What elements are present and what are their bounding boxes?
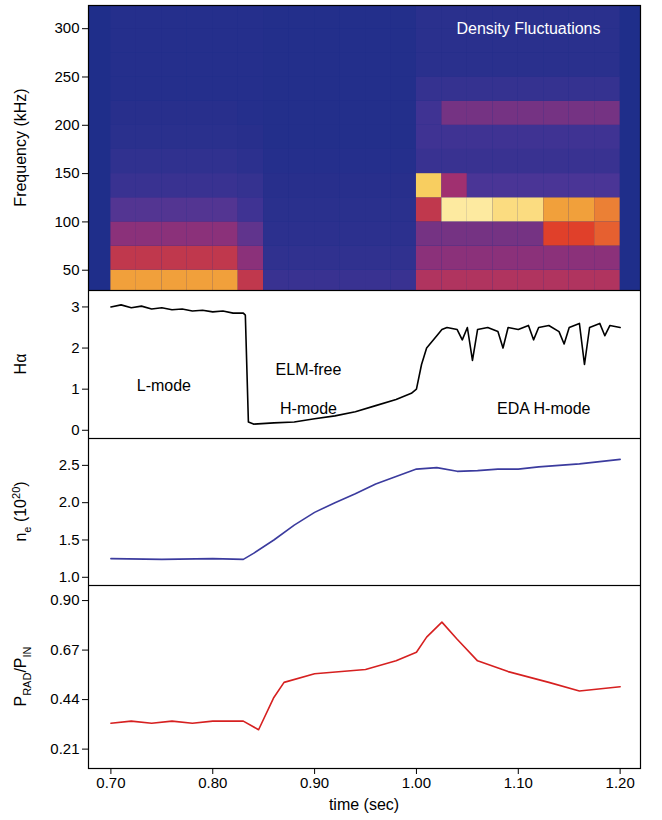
svg-text:2: 2 bbox=[71, 339, 79, 356]
svg-text:ELM-free: ELM-free bbox=[276, 361, 342, 378]
svg-text:0.80: 0.80 bbox=[198, 774, 227, 791]
svg-text:3: 3 bbox=[71, 298, 79, 315]
svg-text:EDA H-mode: EDA H-mode bbox=[497, 400, 590, 417]
svg-text:250: 250 bbox=[54, 68, 79, 85]
svg-text:0.21: 0.21 bbox=[50, 740, 79, 757]
svg-text:H-mode: H-mode bbox=[280, 400, 337, 417]
svg-text:2.5: 2.5 bbox=[59, 456, 80, 473]
svg-text:0.67: 0.67 bbox=[50, 641, 79, 658]
svg-text:200: 200 bbox=[54, 116, 79, 133]
svg-text:1.10: 1.10 bbox=[504, 774, 533, 791]
svg-text:time (sec): time (sec) bbox=[329, 796, 399, 813]
svg-text:50: 50 bbox=[63, 261, 80, 278]
svg-text:1.5: 1.5 bbox=[59, 531, 80, 548]
svg-text:150: 150 bbox=[54, 164, 79, 181]
svg-text:Density Fluctuations: Density Fluctuations bbox=[456, 20, 600, 37]
svg-text:0.44: 0.44 bbox=[50, 690, 79, 707]
svg-text:Frequency (kHz): Frequency (kHz) bbox=[12, 88, 29, 206]
svg-text:0.70: 0.70 bbox=[96, 774, 125, 791]
svg-text:2.0: 2.0 bbox=[59, 493, 80, 510]
svg-text:300: 300 bbox=[54, 19, 79, 36]
svg-text:L-mode: L-mode bbox=[137, 377, 191, 394]
svg-text:Hα: Hα bbox=[12, 354, 29, 375]
svg-text:PRAD/PIN: PRAD/PIN bbox=[12, 646, 33, 706]
svg-text:0.90: 0.90 bbox=[50, 591, 79, 608]
svg-text:ne (1020): ne (1020) bbox=[10, 481, 33, 541]
svg-text:0: 0 bbox=[71, 421, 79, 438]
svg-text:100: 100 bbox=[54, 213, 79, 230]
svg-text:1: 1 bbox=[71, 380, 79, 397]
svg-text:1.00: 1.00 bbox=[402, 774, 431, 791]
svg-text:0.90: 0.90 bbox=[300, 774, 329, 791]
svg-text:1.0: 1.0 bbox=[59, 568, 80, 585]
svg-text:1.20: 1.20 bbox=[606, 774, 635, 791]
